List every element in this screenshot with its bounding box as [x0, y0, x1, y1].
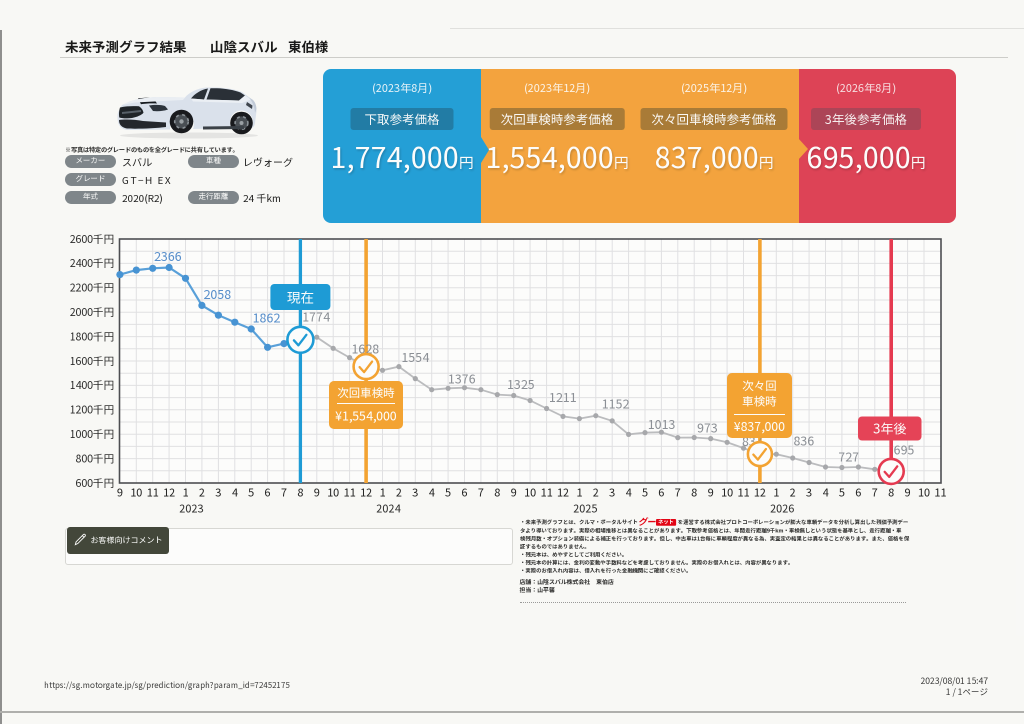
svg-text:5: 5	[445, 485, 451, 501]
svg-text:727: 727	[838, 447, 859, 466]
svg-text:3: 3	[412, 485, 418, 501]
svg-text:1000千円: 1000千円	[70, 427, 114, 442]
svg-text:2058: 2058	[204, 284, 232, 303]
svg-text:次回車検時: 次回車検時	[337, 385, 395, 401]
svg-text:3: 3	[609, 485, 615, 501]
svg-text:1376: 1376	[448, 369, 476, 388]
svg-text:8: 8	[297, 485, 303, 501]
svg-text:6: 6	[265, 485, 271, 501]
svg-text:次々回: 次々回	[742, 378, 777, 394]
svg-text:1013: 1013	[648, 414, 676, 433]
svg-text:2400千円: 2400千円	[70, 256, 114, 271]
svg-text:1325: 1325	[507, 374, 535, 393]
svg-text:11: 11	[147, 485, 159, 501]
svg-text:1200千円: 1200千円	[70, 403, 114, 418]
svg-text:2: 2	[593, 485, 599, 501]
svg-text:9: 9	[905, 485, 911, 501]
svg-text:2: 2	[396, 485, 402, 501]
svg-text:12: 12	[754, 485, 766, 501]
svg-text:1211: 1211	[549, 387, 577, 406]
svg-text:1600千円: 1600千円	[70, 354, 114, 369]
svg-text:¥1,554,000: ¥1,554,000	[335, 407, 397, 425]
svg-text:9: 9	[117, 485, 123, 501]
svg-text:2: 2	[199, 485, 205, 501]
svg-text:3年後: 3年後	[873, 419, 906, 438]
svg-text:600千円: 600千円	[76, 476, 114, 491]
svg-text:10: 10	[721, 485, 733, 501]
svg-text:2000千円: 2000千円	[70, 305, 114, 320]
svg-text:2: 2	[790, 485, 796, 501]
svg-text:1554: 1554	[402, 347, 431, 366]
svg-text:7: 7	[872, 485, 878, 501]
svg-text:1774: 1774	[302, 307, 331, 326]
svg-text:7: 7	[281, 485, 287, 501]
svg-text:1862: 1862	[253, 308, 281, 327]
svg-text:2025: 2025	[573, 501, 597, 517]
svg-text:2366: 2366	[154, 246, 182, 265]
svg-text:現在: 現在	[287, 287, 314, 307]
svg-text:6: 6	[658, 485, 664, 501]
svg-text:1: 1	[182, 485, 188, 501]
svg-text:車検時: 車検時	[742, 394, 777, 410]
svg-text:836: 836	[794, 431, 815, 450]
svg-text:9: 9	[708, 485, 714, 501]
svg-text:4: 4	[822, 485, 828, 501]
svg-text:11: 11	[343, 485, 355, 501]
svg-text:2026: 2026	[770, 501, 794, 517]
svg-text:2600千円: 2600千円	[70, 232, 114, 247]
svg-text:¥837,000: ¥837,000	[734, 417, 785, 435]
svg-text:11: 11	[540, 485, 552, 501]
svg-text:1628: 1628	[352, 339, 380, 358]
svg-text:4: 4	[626, 485, 632, 501]
svg-text:973: 973	[697, 418, 718, 437]
svg-text:3: 3	[215, 485, 221, 501]
svg-text:1800千円: 1800千円	[70, 329, 114, 344]
svg-text:4: 4	[429, 485, 435, 501]
svg-text:1152: 1152	[602, 394, 630, 413]
svg-text:6: 6	[855, 485, 861, 501]
svg-text:1400千円: 1400千円	[70, 378, 114, 393]
svg-text:11: 11	[737, 485, 749, 501]
svg-text:9: 9	[314, 485, 320, 501]
svg-text:5: 5	[248, 485, 254, 501]
svg-text:5: 5	[642, 485, 648, 501]
svg-text:9: 9	[511, 485, 517, 501]
svg-text:6: 6	[461, 485, 467, 501]
svg-text:3: 3	[806, 485, 812, 501]
svg-text:695: 695	[894, 440, 915, 459]
svg-text:8: 8	[691, 485, 697, 501]
svg-text:10: 10	[130, 485, 142, 501]
svg-text:7: 7	[675, 485, 681, 501]
svg-text:2023: 2023	[179, 501, 203, 517]
svg-text:800千円: 800千円	[76, 451, 114, 466]
svg-text:11: 11	[934, 485, 946, 501]
svg-text:7: 7	[478, 485, 484, 501]
svg-text:10: 10	[327, 485, 339, 501]
svg-text:8: 8	[494, 485, 500, 501]
svg-text:1: 1	[379, 485, 385, 501]
svg-text:1: 1	[576, 485, 582, 501]
svg-text:2024: 2024	[376, 501, 400, 517]
svg-text:8: 8	[888, 485, 894, 501]
svg-text:10: 10	[524, 485, 536, 501]
svg-text:12: 12	[163, 485, 175, 501]
svg-text:12: 12	[360, 485, 372, 501]
svg-text:10: 10	[918, 485, 930, 501]
svg-text:2200千円: 2200千円	[70, 281, 114, 296]
svg-text:5: 5	[839, 485, 845, 501]
svg-text:4: 4	[232, 485, 238, 501]
svg-text:1: 1	[773, 485, 779, 501]
svg-text:12: 12	[557, 485, 569, 501]
